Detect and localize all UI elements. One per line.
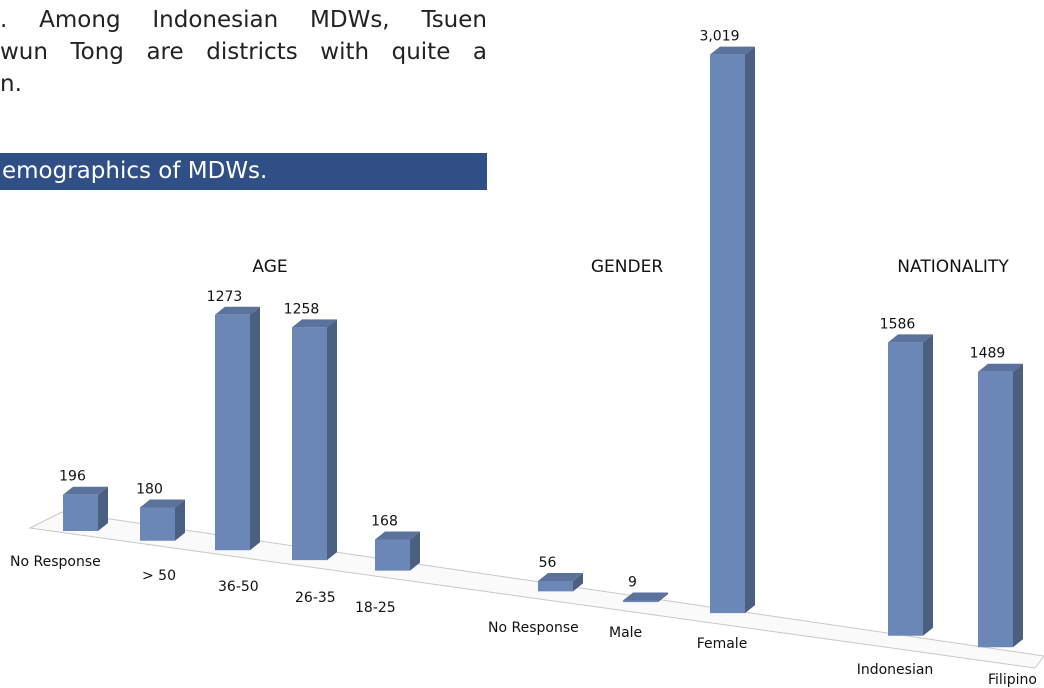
value-label: 56 <box>539 555 557 571</box>
text-line: n. <box>0 71 22 97</box>
value-label: 180 <box>136 481 163 497</box>
category-label: > 50 <box>142 568 176 584</box>
value-label: 1273 <box>207 289 243 305</box>
section-banner: emographics of MDWs. <box>0 153 487 190</box>
bar <box>538 572 583 592</box>
bar-side <box>98 486 108 532</box>
value-label: 1489 <box>970 346 1006 362</box>
category-label: Male <box>609 625 642 641</box>
bar-top <box>888 334 933 343</box>
bar <box>292 319 337 561</box>
bar-side <box>745 46 755 614</box>
bar <box>140 499 185 541</box>
category-label: Indonesian <box>857 662 934 678</box>
bar-top <box>63 486 108 495</box>
bar-front <box>375 539 410 571</box>
bar-side <box>1013 363 1023 648</box>
bar <box>623 592 668 603</box>
category-label: No Response <box>10 554 101 570</box>
bar-top <box>710 46 755 55</box>
bar <box>978 363 1023 648</box>
bar-front <box>978 371 1013 648</box>
value-label: 168 <box>371 514 398 530</box>
bar-front <box>292 327 327 561</box>
text-line: . Among Indonesian MDWs, Tsuen <box>0 7 487 33</box>
bar-top <box>215 306 260 315</box>
bar <box>215 306 260 551</box>
text-line: wun Tong are districts with quite a <box>0 39 487 65</box>
value-label: 196 <box>59 469 86 485</box>
bar <box>63 486 108 532</box>
bar-side <box>250 306 260 551</box>
bar-side <box>658 592 668 603</box>
value-label: 1586 <box>880 316 916 332</box>
category-label: Female <box>697 636 748 652</box>
bar-front <box>538 580 573 592</box>
value-label: 9 <box>628 574 637 590</box>
bar <box>710 46 755 614</box>
bar-top <box>375 531 420 540</box>
bar <box>888 334 933 636</box>
bar-front <box>215 314 250 551</box>
paragraph: . Among Indonesian MDWs, Tsuen wun Tong … <box>0 4 487 100</box>
bar-side <box>175 499 185 541</box>
bar-side <box>410 531 420 571</box>
bar-side <box>923 334 933 636</box>
bar-top <box>623 592 668 601</box>
bar-top <box>538 572 583 581</box>
bar-front <box>623 600 658 603</box>
bar-side <box>327 319 337 561</box>
bar <box>375 531 420 571</box>
group-label: GENDER <box>591 257 663 277</box>
group-label: AGE <box>252 257 287 277</box>
category-label: No Response <box>488 620 579 636</box>
value-label: 3,019 <box>699 29 739 45</box>
value-label: 1258 <box>284 301 320 317</box>
bar-top <box>978 363 1023 372</box>
bar-top <box>140 499 185 508</box>
group-label: NATIONALITY <box>897 257 1009 277</box>
bar-side <box>573 572 583 592</box>
category-label: Filipino <box>988 672 1037 688</box>
category-label: 18-25 <box>355 600 396 616</box>
bar-front <box>888 342 923 636</box>
bar-front <box>140 507 175 541</box>
bar-front <box>63 494 98 532</box>
bar-top <box>292 319 337 328</box>
category-label: 36-50 <box>218 579 259 595</box>
category-label: 26-35 <box>295 590 336 606</box>
bar-front <box>710 54 745 614</box>
floor <box>28 511 1044 669</box>
